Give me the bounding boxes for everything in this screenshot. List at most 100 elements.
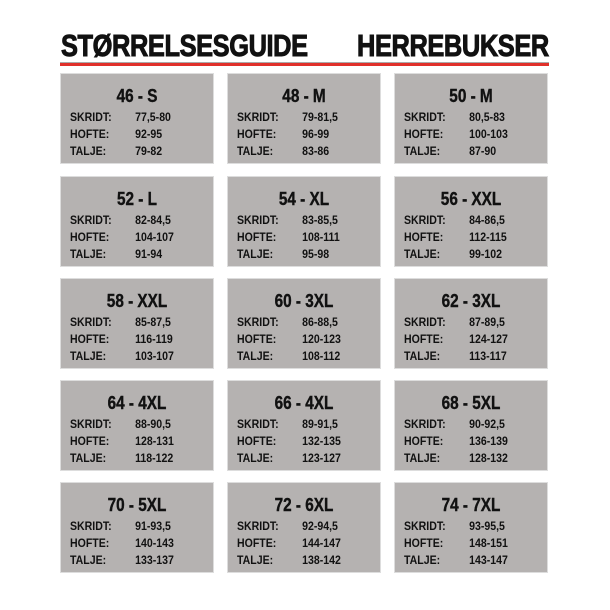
measure-value: 87-90	[469, 144, 497, 158]
measure-row-skridt: SKRIDT: 91-93,5	[70, 519, 171, 533]
measure-value: 91-93,5	[135, 519, 171, 533]
measure-label: SKRIDT:	[70, 315, 112, 329]
size-card: 50 - M SKRIDT: 80,5-83 HOFTE: 100-103 TALJE: 8…	[395, 74, 547, 163]
measure-value: 82-84,5	[135, 213, 171, 227]
measure-label: TALJE:	[404, 144, 441, 158]
guide-title: STØRRELSESGUIDE	[61, 28, 309, 64]
measure-label: SKRIDT:	[237, 315, 279, 329]
measure-row-talje: TALJE: 103-107	[70, 349, 174, 363]
measure-value: 128-131	[135, 434, 174, 448]
measure-value: 95-98	[302, 247, 330, 261]
measure-label: TALJE:	[237, 553, 274, 567]
measure-label: TALJE:	[70, 144, 107, 158]
measure-row-skridt: SKRIDT: 92-94,5	[237, 519, 338, 533]
measure-row-talje: TALJE: 99-102	[404, 247, 502, 261]
size-card: 74 - 7XL SKRIDT: 93-95,5 HOFTE: 148-151 TALJE…	[395, 483, 547, 572]
measure-value: 112-115	[469, 230, 507, 244]
measure-row-talje: TALJE: 123-127	[237, 451, 341, 465]
size-card: 62 - 3XL SKRIDT: 87-89,5 HOFTE: 124-127 TALJE…	[395, 279, 547, 368]
size-card: 68 - 5XL SKRIDT: 90-92,5 HOFTE: 136-139 TALJE…	[395, 381, 547, 470]
measure-row-hofte: HOFTE: 124-127	[404, 332, 508, 346]
measure-label: SKRIDT:	[70, 213, 112, 227]
size-heading: 70 - 5XL	[107, 495, 167, 515]
measure-value: 143-147	[469, 553, 508, 567]
size-card: 46 - S SKRIDT: 77,5-80 HOFTE: 92-95 TALJE: 79-…	[61, 74, 213, 163]
measure-row-hofte: HOFTE: 92-95	[70, 127, 162, 141]
size-card: 52 - L SKRIDT: 82-84,5 HOFTE: 104-107 TALJE: 9…	[61, 177, 213, 266]
size-heading: 54 - XL	[278, 189, 330, 209]
measure-value: 88-90,5	[135, 417, 171, 431]
size-heading: 56 - XXL	[440, 189, 502, 209]
measure-row-skridt: SKRIDT: 79-81,5	[237, 110, 338, 124]
measure-label: HOFTE:	[70, 127, 110, 141]
measure-row-skridt: SKRIDT: 90-92,5	[404, 417, 505, 431]
measure-label: SKRIDT:	[404, 110, 446, 124]
size-heading: 60 - 3XL	[274, 291, 334, 311]
measure-value: 77,5-80	[135, 110, 171, 124]
measure-label: HOFTE:	[404, 230, 444, 244]
size-heading: 58 - XXL	[106, 291, 168, 311]
measure-value: 113-117	[469, 349, 507, 363]
measure-value: 136-139	[469, 434, 508, 448]
size-card: 56 - XXL SKRIDT: 84-86,5 HOFTE: 112-115 TALJE…	[395, 177, 547, 266]
measure-row-talje: TALJE: 128-132	[404, 451, 508, 465]
measure-row-skridt: SKRIDT: 85-87,5	[70, 315, 171, 329]
measure-value: 89-91,5	[302, 417, 338, 431]
measure-value: 104-107	[135, 230, 174, 244]
measure-value: 140-143	[135, 536, 174, 550]
measure-label: TALJE:	[237, 451, 274, 465]
measure-label: SKRIDT:	[70, 519, 112, 533]
measure-row-hofte: HOFTE: 120-123	[237, 332, 341, 346]
measure-row-skridt: SKRIDT: 77,5-80	[70, 110, 171, 124]
measure-label: SKRIDT:	[237, 110, 279, 124]
measure-row-talje: TALJE: 133-137	[70, 553, 174, 567]
measure-label: HOFTE:	[70, 434, 110, 448]
measure-label: SKRIDT:	[404, 417, 446, 431]
measure-value: 83-86	[302, 144, 330, 158]
measure-row-hofte: HOFTE: 140-143	[70, 536, 174, 550]
measure-row-talje: TALJE: 143-147	[404, 553, 508, 567]
measure-label: TALJE:	[404, 553, 441, 567]
measure-row-hofte: HOFTE: 148-151	[404, 536, 508, 550]
size-heading: 48 - M	[282, 86, 326, 106]
measure-value: 79-81,5	[302, 110, 338, 124]
measure-value: 116-119	[135, 332, 173, 346]
measure-row-hofte: HOFTE: 112-115	[404, 230, 507, 244]
size-heading: 52 - L	[117, 189, 157, 209]
measure-value: 144-147	[302, 536, 341, 550]
measure-label: SKRIDT:	[237, 213, 279, 227]
measure-value: 87-89,5	[469, 315, 505, 329]
measure-value: 108-111	[302, 230, 340, 244]
size-heading: 46 - S	[116, 86, 158, 106]
measure-value: 133-137	[135, 553, 174, 567]
category-title: HERREBUKSER	[357, 28, 550, 64]
size-heading: 62 - 3XL	[441, 291, 501, 311]
measure-value: 108-112	[302, 349, 341, 363]
measure-row-talje: TALJE: 113-117	[404, 349, 507, 363]
measure-label: TALJE:	[237, 144, 274, 158]
title-underline-red	[60, 63, 549, 66]
measure-label: TALJE:	[70, 247, 107, 261]
size-heading: 64 - 4XL	[107, 393, 167, 413]
measure-value: 90-92,5	[469, 417, 505, 431]
measure-label: HOFTE:	[237, 127, 277, 141]
measure-label: TALJE:	[404, 451, 441, 465]
measure-value: 83-85,5	[302, 213, 338, 227]
measure-label: HOFTE:	[404, 127, 444, 141]
measure-row-talje: TALJE: 138-142	[237, 553, 341, 567]
measure-label: SKRIDT:	[404, 519, 446, 533]
measure-value: 93-95,5	[469, 519, 505, 533]
measure-label: HOFTE:	[404, 434, 444, 448]
measure-value: 91-94	[135, 247, 163, 261]
measure-value: 100-103	[469, 127, 508, 141]
title-underline-gray	[60, 62, 549, 63]
measure-value: 128-132	[469, 451, 508, 465]
measure-row-talje: TALJE: 87-90	[404, 144, 496, 158]
size-heading: 50 - M	[449, 86, 493, 106]
measure-label: HOFTE:	[404, 536, 444, 550]
measure-row-talje: TALJE: 79-82	[70, 144, 162, 158]
measure-row-skridt: SKRIDT: 80,5-83	[404, 110, 505, 124]
measure-value: 123-127	[302, 451, 341, 465]
measure-label: TALJE:	[404, 349, 441, 363]
size-card: 58 - XXL SKRIDT: 85-87,5 HOFTE: 116-119 TALJE…	[61, 279, 213, 368]
